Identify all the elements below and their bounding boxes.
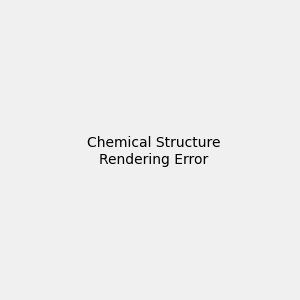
Text: Chemical Structure
Rendering Error: Chemical Structure Rendering Error — [87, 136, 220, 166]
